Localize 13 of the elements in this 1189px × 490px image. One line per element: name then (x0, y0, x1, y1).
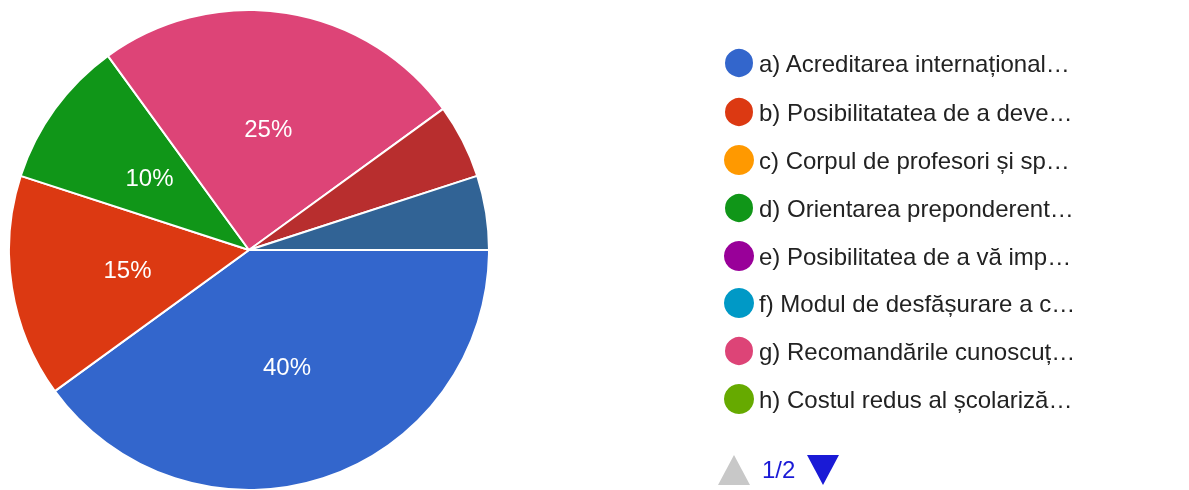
legend-label: b) Posibilitatatea de a deve… (759, 98, 1073, 126)
legend-label: g) Recomandările cunoscuț… (759, 337, 1076, 365)
legend-label: a) Acreditarea internațional… (759, 49, 1070, 77)
legend-label: e) Posibilitatea de a vă imp… (759, 242, 1072, 270)
legend-label: h) Costul redus al școlariză… (759, 385, 1073, 413)
legend-label: d) Orientarea preponderent… (759, 194, 1074, 222)
data-label: 10% (125, 164, 174, 192)
legend-label: c) Corpul de profesori și sp… (759, 146, 1070, 174)
legend-label: f) Modul de desfășurare a c… (759, 289, 1076, 317)
text: 1/2 (762, 456, 796, 484)
data-label: 25% (244, 115, 293, 143)
data-label: 15% (103, 255, 152, 283)
data-label: 40% (262, 353, 312, 381)
